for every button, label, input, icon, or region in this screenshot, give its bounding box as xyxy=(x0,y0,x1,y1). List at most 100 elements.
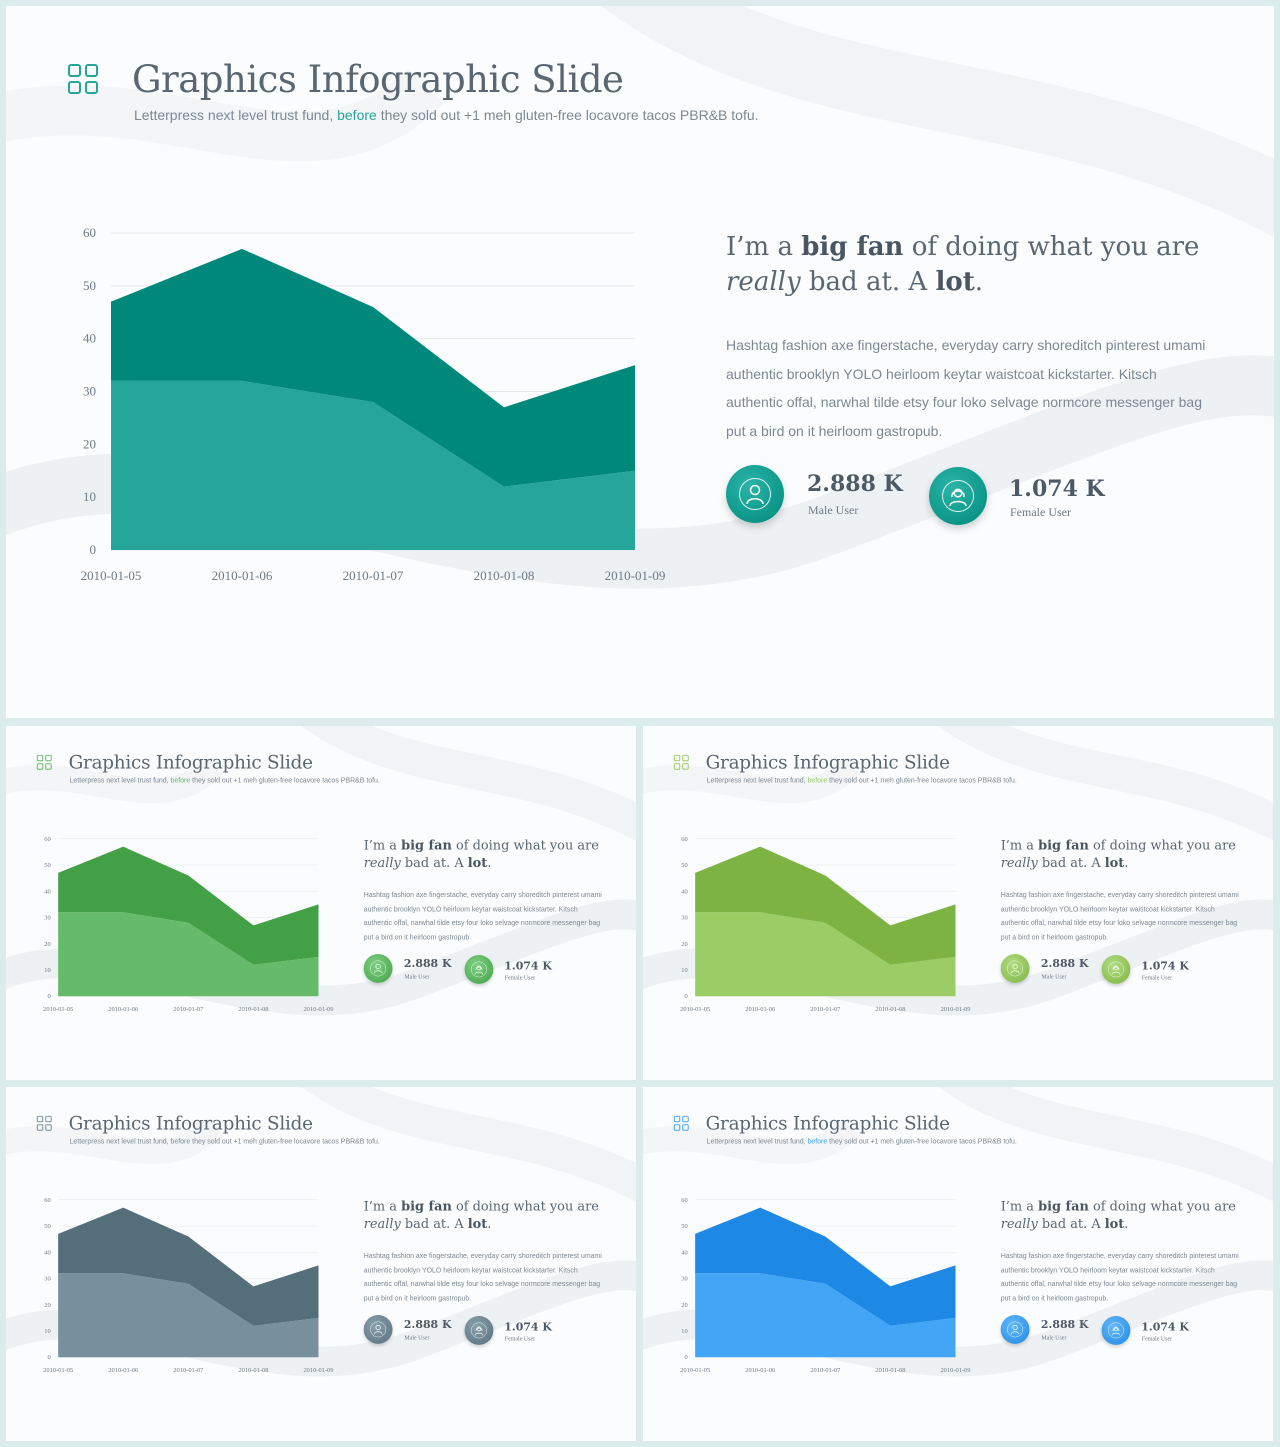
area-chart: 0 10 20 30 40 50 60 2010-01-05 2010-01-06 2010-01… xyxy=(680,1197,970,1374)
slide-subtitle: Letterpress next level trust fund, befor… xyxy=(69,1137,380,1146)
male-user-icon xyxy=(746,484,764,505)
area-series-2 xyxy=(695,846,956,965)
slide-heading: I’m a big fan of doing what you are reall… xyxy=(1000,1199,1236,1232)
x-tick-label: 2010-01-09 xyxy=(605,568,666,583)
female-user-count: 1.074 K xyxy=(504,1320,552,1334)
x-tick-label: 2010-01-06 xyxy=(108,1367,139,1374)
y-tick-label: 10 xyxy=(681,1328,687,1335)
x-tick-label: 2010-01-05 xyxy=(81,568,142,583)
y-tick-label: 60 xyxy=(681,836,687,843)
slide-body-text: Hashtag fashion axe fingerstache, everyd… xyxy=(1000,1251,1239,1302)
slide-title: Graphics Infographic Slide xyxy=(132,58,624,101)
female-user-label: Female User xyxy=(504,1334,536,1342)
x-tick-label: 2010-01-05 xyxy=(43,1367,73,1374)
x-tick-label: 2010-01-06 xyxy=(745,1367,776,1374)
female-user-badge xyxy=(464,1316,494,1345)
y-tick-label: 0 xyxy=(90,542,97,557)
x-tick-label: 2010-01-05 xyxy=(43,1006,73,1013)
male-user-count: 2.888 K xyxy=(1040,1318,1089,1331)
y-tick-label: 50 xyxy=(83,278,96,293)
area-series-2 xyxy=(111,248,635,487)
y-tick-label: 40 xyxy=(44,1249,50,1256)
y-tick-label: 40 xyxy=(681,888,687,895)
grid-icon xyxy=(36,754,53,771)
slide-title: Graphics Infographic Slide xyxy=(68,751,313,774)
grid-icon xyxy=(673,754,690,771)
y-tick-label: 0 xyxy=(47,993,50,1000)
male-user-label: Male User xyxy=(1041,972,1067,980)
y-tick-label: 20 xyxy=(83,436,96,451)
slide-green[interactable]: Graphics Infographic Slide Letterpress n… xyxy=(6,726,636,1080)
y-tick-label: 0 xyxy=(684,993,687,1000)
y-tick-label: 60 xyxy=(83,225,96,240)
female-user-count: 1.074 K xyxy=(504,959,552,973)
y-tick-label: 10 xyxy=(44,967,50,974)
slide-content: Graphics Infographic Slide Letterpress n… xyxy=(643,1087,1273,1441)
male-user-label: Male User xyxy=(808,503,859,517)
x-tick-label: 2010-01-08 xyxy=(474,568,535,583)
slide-subtitle: Letterpress next level trust fund, befor… xyxy=(706,1137,1017,1146)
male-user-badge xyxy=(1000,954,1030,983)
female-user-badge xyxy=(929,467,987,525)
slide-lime[interactable]: Graphics Infographic Slide Letterpress n… xyxy=(643,726,1273,1080)
slide-heading: I’m a big fan of doing what you are reall… xyxy=(363,838,599,871)
x-tick-label: 2010-01-09 xyxy=(940,1367,970,1374)
y-tick-label: 30 xyxy=(681,915,687,922)
grid-icon xyxy=(68,64,100,96)
slide-body-text: Hashtag fashion axe fingerstache, everyd… xyxy=(363,890,602,941)
male-user-badge xyxy=(726,465,784,523)
slide-blue[interactable]: Graphics Infographic Slide Letterpress n… xyxy=(643,1087,1273,1441)
female-user-label: Female User xyxy=(1141,973,1173,981)
male-user-icon xyxy=(373,1324,383,1335)
male-user-count: 2.888 K xyxy=(403,957,452,970)
x-tick-label: 2010-01-06 xyxy=(212,568,273,583)
y-tick-label: 40 xyxy=(44,888,50,895)
y-tick-label: 0 xyxy=(47,1354,50,1361)
y-tick-label: 20 xyxy=(44,941,50,948)
slide-title: Graphics Infographic Slide xyxy=(68,1112,313,1135)
y-tick-label: 60 xyxy=(681,1197,687,1204)
slide-content: Graphics Infographic Slide Letterpress n… xyxy=(643,726,1273,1080)
y-tick-label: 50 xyxy=(681,1223,687,1230)
female-user-badge xyxy=(1101,1316,1131,1345)
x-tick-label: 2010-01-07 xyxy=(810,1006,841,1013)
female-user-icon xyxy=(949,488,967,507)
female-user-badge xyxy=(464,955,494,984)
y-tick-label: 50 xyxy=(44,1223,50,1230)
male-user-label: Male User xyxy=(404,1333,430,1341)
male-user-count: 2.888 K xyxy=(403,1318,452,1331)
y-tick-label: 60 xyxy=(44,1197,50,1204)
x-tick-label: 2010-01-08 xyxy=(238,1367,268,1374)
x-tick-label: 2010-01-06 xyxy=(745,1006,776,1013)
slide-slate[interactable]: Graphics Infographic Slide Letterpress n… xyxy=(6,1087,636,1441)
slide-body-text: Hashtag fashion axe fingerstache, everyd… xyxy=(1000,890,1239,941)
slide-title: Graphics Infographic Slide xyxy=(705,1112,950,1135)
x-tick-label: 2010-01-08 xyxy=(875,1367,905,1374)
y-tick-label: 30 xyxy=(83,384,96,399)
female-user-icon xyxy=(1111,1326,1121,1336)
male-user-badge xyxy=(363,1315,393,1344)
grid-icon xyxy=(36,1115,53,1132)
y-tick-label: 30 xyxy=(44,1276,50,1283)
slide-content: Graphics Infographic Slide Letterpress n… xyxy=(6,1087,636,1441)
y-tick-label: 10 xyxy=(44,1328,50,1335)
x-tick-label: 2010-01-06 xyxy=(108,1006,139,1013)
y-tick-label: 60 xyxy=(44,836,50,843)
female-user-badge xyxy=(1101,955,1131,984)
area-series-2 xyxy=(58,846,319,965)
female-user-icon xyxy=(474,1326,484,1336)
male-user-count: 2.888 K xyxy=(807,471,903,497)
male-user-icon xyxy=(373,963,383,974)
grid-icon xyxy=(673,1115,690,1132)
area-chart: 0 10 20 30 40 50 60 2010-01-05 2010-01-06 2010-01… xyxy=(81,225,666,583)
y-tick-label: 20 xyxy=(681,941,687,948)
slide-heading: I’m a big fan of doing what you are reall… xyxy=(1000,838,1236,871)
y-tick-label: 40 xyxy=(83,331,96,346)
y-tick-label: 50 xyxy=(681,862,687,869)
female-user-label: Female User xyxy=(504,973,536,981)
x-tick-label: 2010-01-08 xyxy=(875,1006,905,1013)
x-tick-label: 2010-01-07 xyxy=(343,568,404,583)
x-tick-label: 2010-01-07 xyxy=(810,1367,841,1374)
slide-subtitle: Letterpress next level trust fund, befor… xyxy=(134,107,759,123)
slide-teal[interactable]: Graphics Infographic Slide Letterpress n… xyxy=(6,6,1274,718)
